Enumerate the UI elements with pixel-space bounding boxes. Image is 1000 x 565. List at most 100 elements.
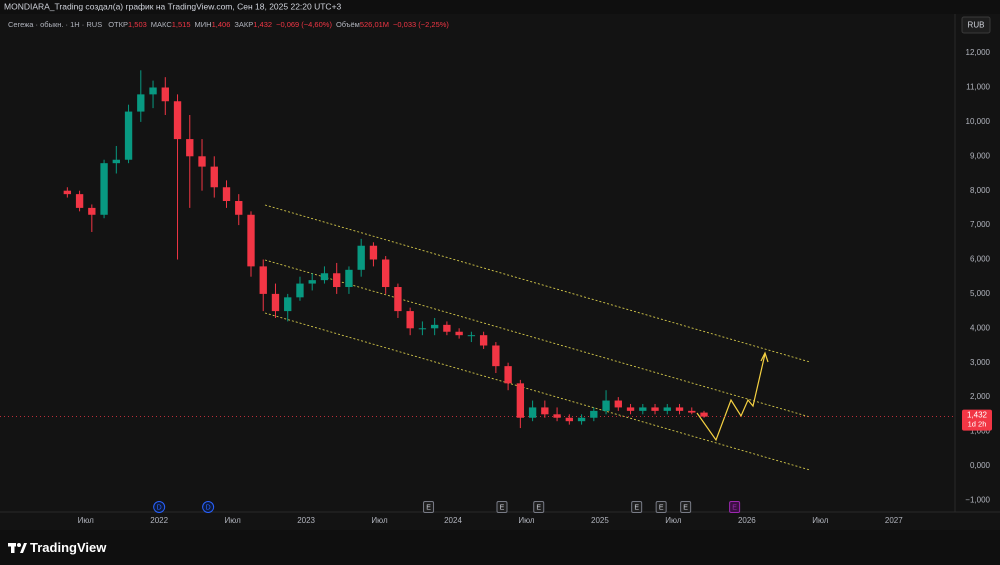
candle-body	[639, 407, 647, 411]
channel-upper	[264, 204, 811, 363]
y-tick-label: 10,000	[966, 117, 991, 126]
event-label: E	[500, 504, 505, 511]
x-tick-label: Июл	[812, 516, 829, 525]
y-tick-label: 12,000	[966, 48, 991, 57]
candle-body	[418, 328, 427, 330]
last-price-box	[962, 409, 992, 431]
candle-body	[210, 166, 218, 188]
open: 1,503	[128, 20, 147, 29]
candle-body	[602, 400, 610, 411]
channel-middle	[264, 259, 811, 418]
candle-body	[88, 207, 96, 215]
candle-body	[161, 87, 169, 102]
candle-body	[124, 111, 133, 160]
event-marker	[202, 501, 215, 513]
currency[interactable]: RUB	[968, 21, 985, 30]
candle-body	[284, 297, 292, 312]
candle-body	[345, 269, 353, 288]
logo-dot	[17, 543, 21, 547]
currency-box[interactable]	[961, 16, 991, 34]
high: 1,515	[172, 20, 191, 29]
event-marker	[680, 501, 692, 513]
candle-body	[492, 345, 500, 367]
candle-body	[651, 407, 659, 411]
candle-body	[675, 407, 684, 411]
x-tick-label: 2024	[444, 516, 462, 525]
candle-body	[198, 156, 206, 167]
candle-body	[430, 324, 439, 329]
candle-body	[173, 101, 182, 140]
channel-lower	[264, 312, 811, 471]
event-label: D	[206, 504, 211, 511]
high-label: МАКС	[151, 20, 173, 29]
candle-body	[565, 417, 573, 422]
candle-body	[700, 412, 708, 417]
candle-body	[333, 273, 341, 288]
y-tick-label: 9,000	[970, 151, 991, 160]
candle-body	[259, 266, 267, 294]
close-label: ЗАКР	[234, 20, 253, 29]
candle-body	[467, 335, 476, 337]
x-tick-label: Июл	[518, 516, 535, 525]
candles	[63, 70, 708, 429]
y-tick-label: 4,000	[970, 323, 991, 332]
low: 1,406	[212, 20, 231, 29]
candle-body	[357, 245, 365, 270]
candle-body	[394, 287, 402, 312]
event-label: E	[426, 504, 431, 511]
y-tick-label: 8,000	[970, 186, 991, 195]
y-tick-label: −1,000	[965, 495, 990, 504]
event-marker	[729, 501, 741, 513]
y-tick-label: 11,000	[966, 83, 990, 92]
logo-stem	[11, 543, 15, 553]
candle-body	[663, 407, 671, 411]
open-label: ОТКР	[108, 20, 128, 29]
candle-body	[614, 400, 622, 408]
candle-body	[553, 414, 561, 418]
event-marker	[423, 501, 435, 513]
volume-label: Объём	[336, 20, 360, 29]
event-marker	[631, 501, 643, 513]
event-marker	[655, 501, 667, 513]
candle-body	[516, 383, 525, 418]
volume: 526,01M	[360, 20, 389, 29]
candle-body	[320, 273, 329, 281]
candle-body	[528, 407, 537, 418]
change: −0,069 (−4,60%)	[276, 20, 332, 29]
forecast-arrow	[760, 351, 769, 363]
header: MONDIARA_Trading создал(а) график на Tra…	[4, 1, 342, 11]
candle-body	[577, 417, 586, 422]
candle-body	[186, 139, 194, 157]
candle-body	[112, 159, 120, 164]
candle-body	[369, 245, 378, 260]
candle-body	[455, 331, 463, 336]
y-tick-label: 6,000	[970, 255, 991, 264]
event-label: D	[157, 504, 162, 511]
brand-logo	[8, 543, 27, 553]
candle-body	[479, 335, 488, 346]
event-marker	[496, 501, 508, 513]
x-tick-label: Июл	[371, 516, 388, 525]
event-label: E	[659, 504, 664, 511]
countdown: 1d 2h	[968, 420, 987, 429]
y-tick-label: 0,000	[970, 461, 991, 470]
y-tick-label: 7,000	[970, 220, 991, 229]
candle-body	[504, 366, 512, 384]
candle-body	[406, 311, 414, 329]
event-marker	[153, 501, 166, 513]
candle-body	[271, 293, 280, 312]
low-label: МИН	[195, 20, 212, 29]
channel	[264, 204, 811, 471]
candle-body	[235, 201, 243, 215]
close: 1,432	[253, 20, 272, 29]
y-tick-label: 1,000	[970, 427, 991, 436]
x-tick-label: Июл	[78, 516, 95, 525]
candle-body	[63, 190, 72, 195]
x-tick-label: 2023	[297, 516, 315, 525]
candle-body	[590, 410, 598, 418]
symbol: Сегежа · обыкн. · 1Н · RUS	[8, 20, 102, 29]
candle-body	[443, 324, 451, 332]
candle-body	[382, 259, 390, 288]
candle-body	[296, 283, 304, 298]
candle-body	[75, 194, 84, 208]
